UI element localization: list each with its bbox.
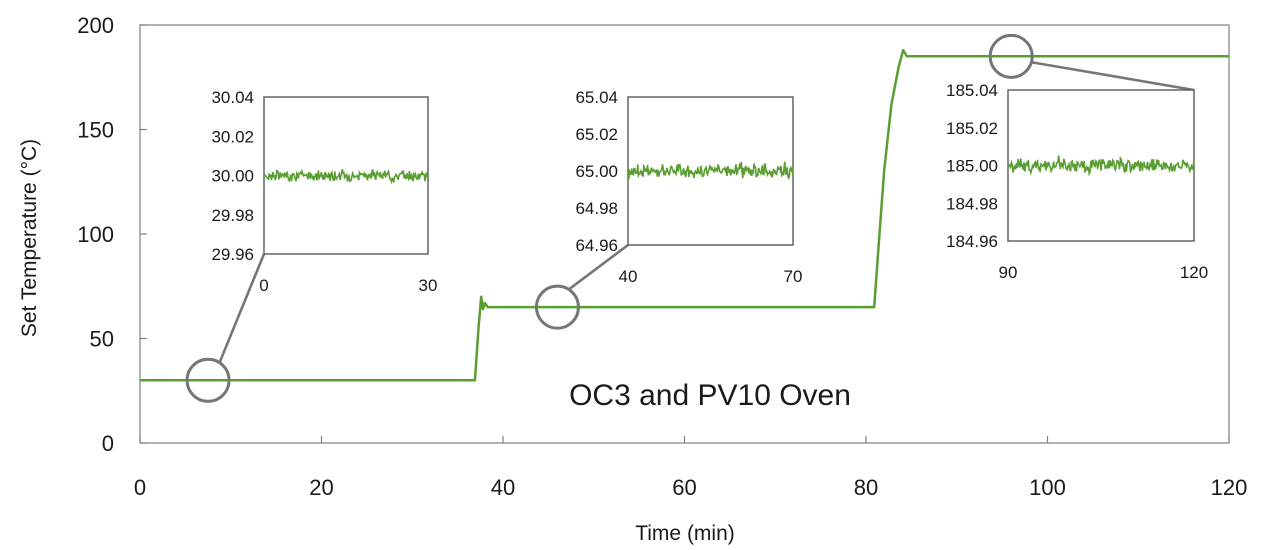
inset-y-tick-label: 30.02 [211,127,254,146]
inset-y-tick-label: 184.98 [946,194,998,213]
inset-x-tick-label: 90 [999,263,1018,282]
y-tick-label: 200 [77,13,114,38]
x-tick-label: 100 [1029,475,1066,500]
inset-y-tick-label: 64.98 [575,199,618,218]
main-plot-area [140,48,1229,382]
x-tick-label: 40 [491,475,515,500]
inset-series-line [627,161,794,180]
inset-x-tick-label: 0 [259,276,268,295]
x-tick-label: 60 [672,475,696,500]
inset-y-tick-label: 30.00 [211,167,254,186]
y-tick-label: 0 [102,431,114,456]
zoom-circle [534,284,580,330]
inset-y-tick-label: 184.96 [946,232,998,251]
x-tick-label: 120 [1211,475,1248,500]
inset-series-line [1007,155,1195,177]
x-axis-title: Time (min) [635,522,735,545]
main-axes: 0 20 40 60 80 100 120 0 50 100 150 200 [77,13,1247,500]
inset-x-tick-label: 120 [1180,263,1208,282]
inset-y-tick-label: 65.00 [575,162,618,181]
inset-y-tick-label: 30.04 [211,88,254,107]
zoom-circle [988,33,1034,79]
x-tick-label: 80 [854,475,878,500]
inset-plots: 29.96 29.98 30.00 30.02 30.04 0 30 64.96 64.98 65… [211,81,1208,295]
inset-series-line [263,168,429,185]
inset-x-tick-label: 30 [419,276,438,295]
x-tick-label: 0 [134,475,146,500]
inset-1: 29.96 29.98 30.00 30.02 30.04 0 30 [211,88,437,295]
inset-y-tick-label: 64.96 [575,236,618,255]
zoom-connector-line [1031,61,1195,92]
inset-y-tick-label: 185.02 [946,119,998,138]
inset-y-tick-label: 185.04 [946,81,998,100]
inset-y-tick-label: 185.00 [946,157,998,176]
inset-y-tick-label: 29.96 [211,245,254,264]
y-tick-label: 100 [77,222,114,247]
zoom-circle [185,357,231,403]
zoom-connector-line [568,243,629,291]
inset-y-tick-label: 65.02 [575,125,618,144]
inset-3: 184.96 184.98 185.00 185.02 185.04 90 120 [946,81,1208,282]
inset-x-tick-label: 40 [619,267,638,286]
inset-y-tick-label: 29.98 [211,206,254,225]
inset-2: 64.96 64.98 65.00 65.02 65.04 40 70 [575,88,802,286]
inset-x-tick-label: 70 [784,267,803,286]
x-tick-label: 20 [309,475,333,500]
y-tick-label: 50 [90,327,114,352]
inset-y-tick-label: 65.04 [575,88,618,107]
y-tick-label: 150 [77,118,114,143]
zoom-connector-line [218,253,266,363]
chart-annotation: OC3 and PV10 Oven [569,379,851,412]
y-axis-title: Set Temperature (°C) [18,139,41,337]
temperature-series-line [140,48,1229,382]
zoom-callouts [185,33,1195,403]
